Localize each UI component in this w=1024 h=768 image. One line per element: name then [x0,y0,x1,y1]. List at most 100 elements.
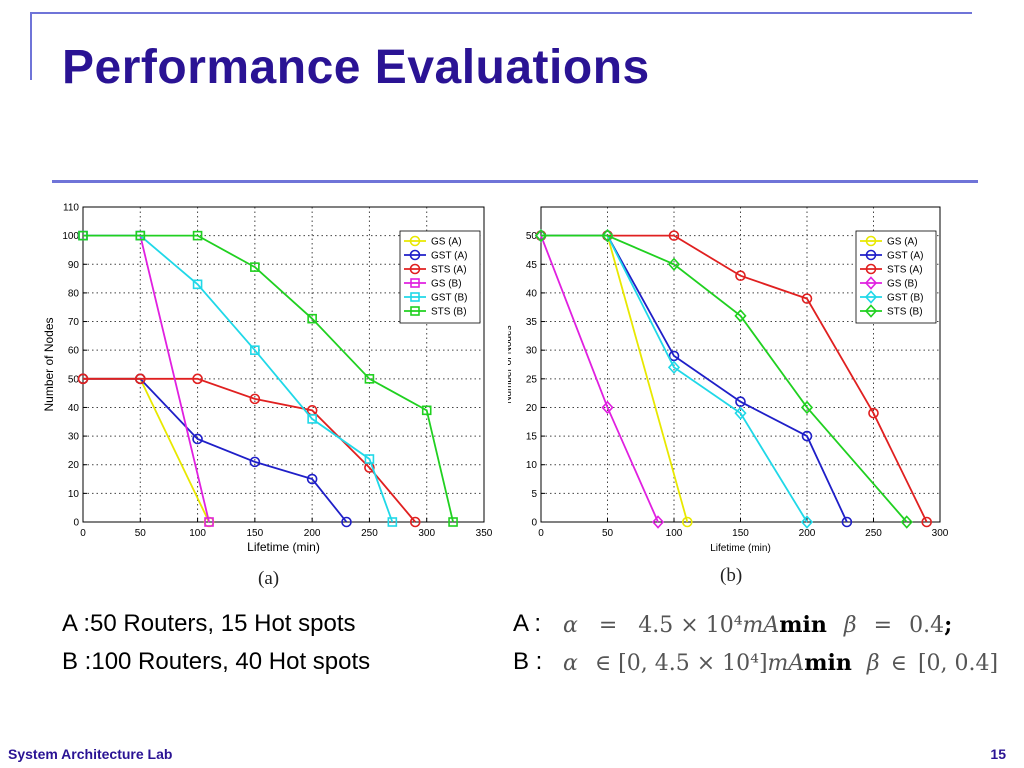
element-of-sign: ∈ [890,651,907,676]
caption-b: (b) [720,565,743,586]
legend-marker [410,292,420,302]
param-a-formula: α = 4.5 × 10⁴mAmin β = 0.4; [563,612,952,638]
beta-symbol: β [866,651,880,676]
param-b-prefix: B : [513,648,543,675]
series-gst-a [535,230,853,528]
data-point-gst-b [192,279,203,290]
legend-marker [864,276,878,290]
config-b-label: B :100 Routers, 40 Hot spots [62,648,371,675]
alpha-unit: mA [742,613,780,638]
series-line-gs-b [540,235,659,523]
x-tick-label: 250 [361,528,378,539]
x-tick-label: 100 [189,528,206,539]
x-tick-label: 150 [732,528,749,539]
data-point-sts-b [667,257,681,271]
x-tick-label: 100 [666,528,683,539]
y-tick-label: 90 [68,260,80,271]
left-rule [30,12,32,80]
data-point-gst-b [307,414,317,424]
data-point-sts-b [135,230,146,241]
legend-marker [865,249,877,261]
alpha-unit-min: min [804,650,852,676]
series-sts-a [77,373,421,528]
x-axis-label: Lifetime (min) [710,543,771,554]
legend: GS (A) GST (A) STS (A) GS (B) GST (B) STS (B) [855,230,937,324]
data-point-gs-b [204,517,214,527]
y-tick-label: 40 [68,403,80,414]
data-point-gs-b [601,400,614,415]
x-tick-label: 200 [799,528,816,539]
y-tick-label: 10 [526,460,538,471]
x-tick-label: 0 [538,528,544,539]
param-b-formula: α ∈ [0, 4.5 × 10⁴]mAmin β ∈ [0, 0.4] [563,650,998,676]
series-line-gst-a [83,377,348,523]
data-point-gst-a [306,473,318,485]
y-tick-label: 30 [68,432,80,443]
x-tick-label: 300 [418,528,435,539]
legend-marker [410,278,420,288]
series-sts-b [534,228,913,529]
data-point-sts-a [735,270,746,282]
data-point-sts-b [534,228,548,243]
data-point-gst-b [364,454,375,464]
legend-label: STS (A) [887,265,923,276]
data-point-gs-b [651,515,665,529]
data-point-gst-b [800,515,814,529]
legend-marker [865,235,877,247]
data-point-sts-b [78,230,88,241]
x-tick-label: 300 [932,528,949,539]
legend-label: STS (A) [431,265,467,276]
chart-a: 0 10 20 30 40 50 60 70 80 90 100 110 0 50 100 150 200 250… [42,203,493,555]
legend-label: GST (A) [887,251,923,262]
y-tick-label: 5 [531,489,537,500]
y-tick-label: 60 [68,346,80,357]
legend-label: STS (B) [431,307,467,318]
y-tick-label: 15 [526,432,538,443]
y-tick-label: 70 [68,317,80,328]
data-point-gst-a [249,456,261,468]
equals-sign: = [598,613,618,638]
data-point-gst-a [341,516,352,528]
data-point-sts-b [900,515,913,529]
legend-label: STS (B) [887,307,923,318]
legend-marker [865,263,877,275]
legend-label: GST (B) [431,293,467,304]
footer-lab-name: System Architecture Lab [8,746,173,762]
y-tick-label: 80 [68,288,80,299]
plot-frame [82,206,485,523]
y-tick-label: 25 [526,374,538,385]
data-point-sts-b [250,262,260,272]
legend-label: GS (B) [887,279,918,290]
series-sts-b [78,230,458,527]
data-point-sts-a [134,373,146,385]
beta-value: 0.4 [909,613,945,638]
x-axis-label: Lifetime (min) [247,540,320,554]
config-a-label: A :50 Routers, 15 Hot spots [62,610,356,637]
data-point-sts-b [421,405,432,416]
data-point-sts-a [868,407,879,419]
series-line-sts-b [541,234,908,523]
equals-sign: = [873,613,893,638]
data-point-sts-a [249,393,261,405]
data-point-sts-b [364,374,375,384]
alpha-unit: mA [767,651,805,676]
page-number: 15 [990,746,1006,762]
title-underline [52,180,978,183]
legend-label: GST (B) [887,293,923,304]
legend-marker [864,304,878,318]
y-tick-label: 50 [68,374,80,385]
series-line-sts-b [83,234,454,523]
y-tick-label: 20 [526,403,538,414]
legend-label: GST (A) [431,251,467,262]
data-point-gst-b [667,360,681,375]
chart-b: 0 5 10 15 20 25 30 35 40 45 50 0 50 100 150 200 250 300 Li… [508,206,949,554]
element-of-sign: ∈ [594,651,612,676]
series-line-gs-a [83,377,210,523]
data-point-sts-b [800,400,814,415]
data-point-sts-b [601,228,614,243]
top-rule [30,12,972,14]
data-point-sts-b [448,517,458,527]
data-point-sts-a [192,373,203,385]
data-point-gst-a [841,516,853,528]
y-tick-label: 20 [68,460,80,471]
